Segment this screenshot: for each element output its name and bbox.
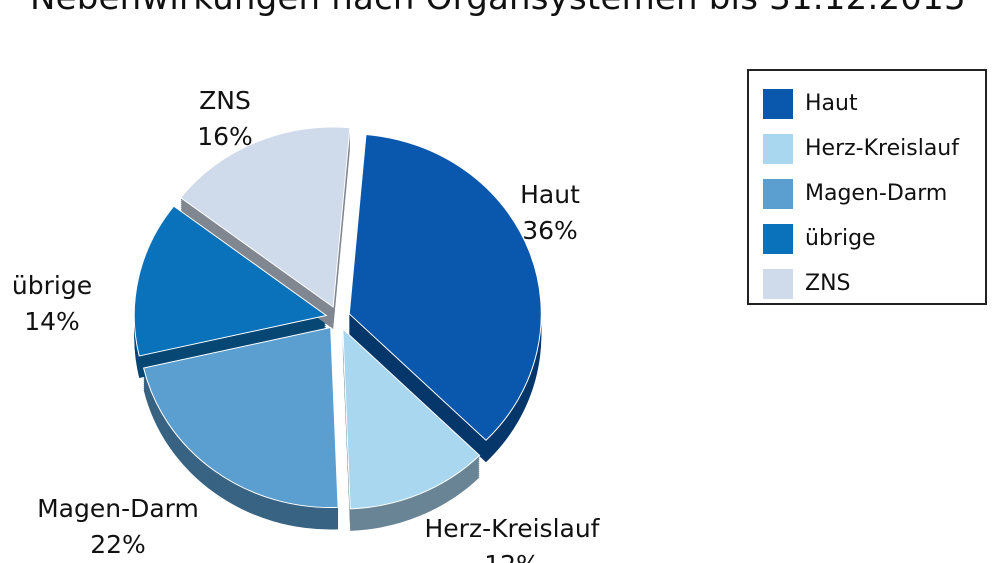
legend-item-uebrige: übrige	[763, 216, 985, 261]
legend-swatch-herz-kreislauf	[763, 133, 793, 164]
legend-swatch-uebrige	[763, 223, 793, 254]
legend-item-haut: Haut	[763, 81, 985, 126]
slice-label-value-haut: 36%	[522, 216, 578, 245]
legend-swatch-haut	[763, 88, 793, 119]
pie-slice-uebrige	[133, 205, 328, 357]
legend-swatch-magen-darm	[763, 178, 793, 209]
slice-label-name-herz-kreislauf: Herz-Kreislauf	[425, 514, 601, 543]
legend-item-magen-darm: Magen-Darm	[763, 171, 985, 216]
legend-item-zns: ZNS	[763, 261, 985, 306]
legend-swatch-zns	[763, 268, 793, 299]
chart-title: Nebenwirkungen nach Organsystemen bis 31…	[30, 0, 966, 18]
pie-slice-herz-kreislauf	[342, 327, 481, 510]
legend-label-haut: Haut	[805, 91, 858, 116]
legend-label-magen-darm: Magen-Darm	[805, 181, 948, 206]
pie-slice-zns	[179, 126, 351, 308]
legend-label-herz-kreislauf: Herz-Kreislauf	[805, 136, 959, 161]
slice-label-value-herz-kreislauf: 12%	[484, 550, 540, 563]
pie-slice-magen-darm	[143, 326, 339, 508]
pie-top	[133, 126, 542, 510]
slice-label-name-magen-darm: Magen-Darm	[37, 494, 199, 523]
slice-label-name-uebrige: übrige	[12, 271, 92, 300]
legend: Haut Herz-Kreislauf Magen-Darm übrige ZN…	[747, 69, 987, 305]
legend-label-zns: ZNS	[805, 271, 851, 296]
pie-slice-haut	[348, 134, 542, 441]
slice-label-value-zns: 16%	[197, 122, 253, 151]
slice-label-name-haut: Haut	[520, 180, 580, 209]
legend-item-herz-kreislauf: Herz-Kreislauf	[763, 126, 985, 171]
slice-label-value-magen-darm: 22%	[90, 530, 146, 559]
legend-label-uebrige: übrige	[805, 226, 876, 251]
slice-label-value-uebrige: 14%	[24, 307, 80, 336]
slice-label-name-zns: ZNS	[199, 86, 251, 115]
